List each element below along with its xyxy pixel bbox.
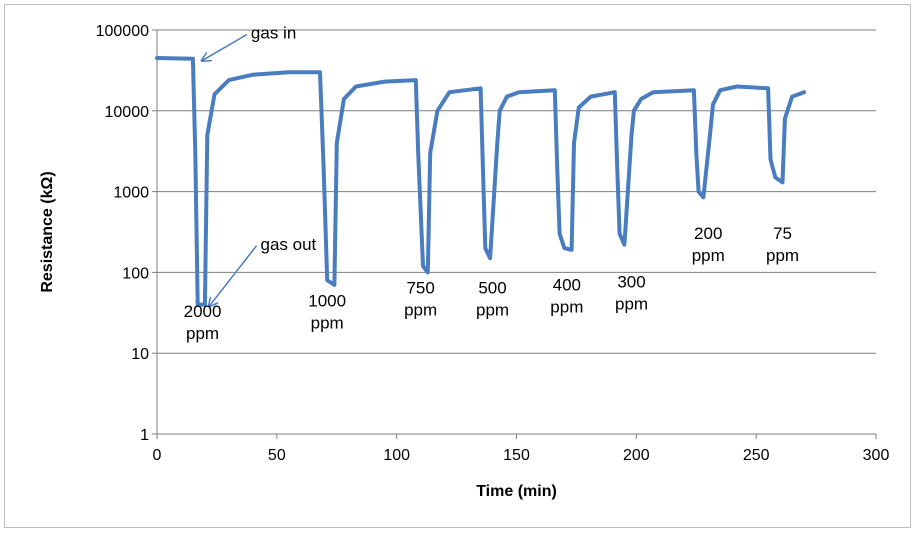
annotation-label: 500: [478, 278, 506, 297]
annotation-label-unit: ppm: [766, 246, 799, 265]
y-axis-title: Resistance (kΩ): [39, 171, 56, 292]
x-tick-label: 0: [153, 447, 162, 464]
y-tick-label: 10: [131, 346, 149, 363]
x-tick-label: 150: [503, 447, 530, 464]
annotation-label: 750: [406, 278, 434, 297]
annotation-label: 1000: [308, 291, 346, 310]
annotation-arrow: [202, 33, 248, 61]
annotation-label-unit: ppm: [311, 313, 344, 332]
annotation-label-unit: ppm: [186, 324, 219, 343]
annotation-label: 75: [773, 224, 792, 243]
annotation-label: 2000: [184, 302, 222, 321]
annotation-label: gas in: [251, 24, 296, 43]
series-line: [155, 56, 807, 307]
annotation-label: 400: [553, 275, 581, 294]
annotation-label: gas out: [261, 235, 317, 254]
y-tick-label: 10000: [105, 104, 150, 121]
annotation-label-unit: ppm: [476, 300, 509, 319]
annotation-label-unit: ppm: [615, 295, 648, 314]
x-tick-label: 200: [623, 447, 650, 464]
annotation-label: 200: [694, 224, 722, 243]
x-tick-label: 50: [268, 447, 286, 464]
annotations: gas in gas out 2000 ppm 1000 ppm 750 ppm 500 ppm 4…: [184, 24, 799, 344]
x-tick-label: 300: [863, 447, 890, 464]
y-tick-label: 1000: [113, 185, 149, 202]
annotation-arrow: [209, 245, 258, 307]
x-tick-label: 250: [743, 447, 770, 464]
x-tick-label: 100: [383, 447, 410, 464]
annotation-label-unit: ppm: [404, 300, 437, 319]
annotation-label-unit: ppm: [692, 246, 725, 265]
annotation-label: 300: [617, 273, 645, 292]
y-tick-label: 100: [122, 265, 149, 282]
x-axis-title: Time (min): [476, 483, 557, 500]
grid-lines: [157, 29, 876, 354]
series-layer: [155, 56, 807, 307]
annotation-label-unit: ppm: [550, 297, 583, 316]
axes: 1 10 100 1000 10000 100000 0 50 100 150 200 250 300: [96, 23, 890, 464]
y-tick-label: 100000: [96, 23, 149, 40]
y-tick-label: 1: [140, 427, 149, 444]
